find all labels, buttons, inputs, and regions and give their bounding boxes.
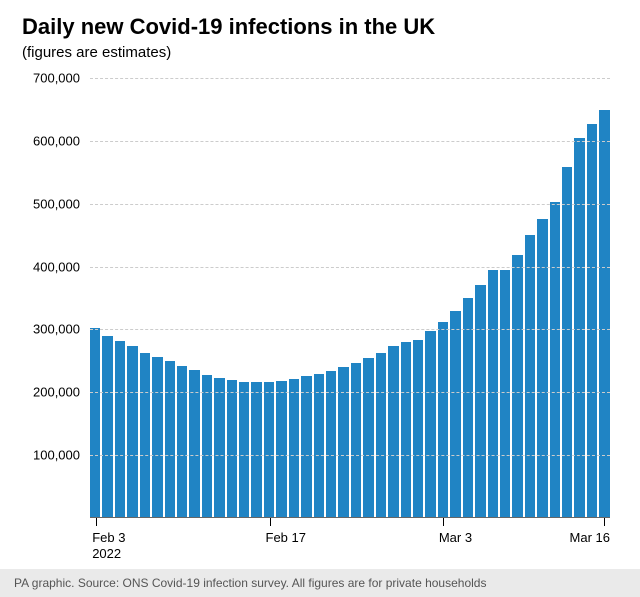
bar — [599, 110, 609, 518]
y-axis-label: 600,000 — [33, 133, 80, 148]
gridline — [90, 392, 610, 393]
x-axis-label: Mar 3 — [439, 530, 472, 546]
x-axis-label: Feb 32022 — [92, 530, 125, 563]
bar — [574, 138, 584, 518]
x-axis-tick — [443, 518, 444, 526]
bar — [562, 167, 572, 518]
y-axis-label: 100,000 — [33, 448, 80, 463]
bar — [463, 298, 473, 518]
y-axis-label: 500,000 — [33, 196, 80, 211]
bar — [425, 331, 435, 518]
gridline — [90, 78, 610, 79]
bar — [376, 353, 386, 518]
bar — [165, 361, 175, 518]
gridline — [90, 329, 610, 330]
chart-container: Daily new Covid-19 infections in the UK … — [0, 0, 640, 597]
bar — [214, 378, 224, 518]
bar-series — [90, 78, 610, 518]
bar — [450, 311, 460, 518]
bar — [500, 270, 510, 518]
y-axis-label: 400,000 — [33, 259, 80, 274]
x-axis-label: Mar 16 — [570, 530, 610, 546]
y-axis-label: 700,000 — [33, 71, 80, 86]
gridline — [90, 141, 610, 142]
plot-region: 100,000200,000300,000400,000500,000600,0… — [90, 78, 610, 518]
bar — [264, 382, 274, 518]
x-axis-label: Feb 17 — [266, 530, 306, 546]
x-axis-tick — [96, 518, 97, 526]
bar — [127, 346, 137, 518]
chart-plot-area: 100,000200,000300,000400,000500,000600,0… — [90, 78, 610, 518]
bar — [301, 376, 311, 518]
bar — [152, 357, 162, 518]
bar — [537, 219, 547, 518]
bar — [525, 235, 535, 518]
source-footer: PA graphic. Source: ONS Covid-19 infecti… — [0, 569, 640, 597]
bar — [115, 341, 125, 518]
bar — [338, 367, 348, 518]
bar — [90, 328, 100, 518]
bar — [177, 366, 187, 518]
bar — [401, 342, 411, 518]
chart-subtitle: (figures are estimates) — [22, 44, 171, 61]
bar — [202, 375, 212, 518]
bar — [102, 336, 112, 518]
gridline — [90, 455, 610, 456]
bar — [140, 353, 150, 518]
x-axis-line — [90, 517, 610, 518]
bar — [438, 322, 448, 518]
bar — [413, 340, 423, 518]
bar — [363, 358, 373, 518]
bar — [351, 363, 361, 518]
bar — [475, 285, 485, 518]
bar — [550, 202, 560, 518]
gridline — [90, 204, 610, 205]
bar — [388, 346, 398, 518]
bar — [587, 124, 597, 518]
bar — [251, 382, 261, 518]
y-axis-label: 300,000 — [33, 322, 80, 337]
x-axis-tick — [604, 518, 605, 526]
chart-title: Daily new Covid-19 infections in the UK — [22, 14, 435, 40]
bar — [314, 374, 324, 518]
y-axis-label: 200,000 — [33, 385, 80, 400]
gridline — [90, 267, 610, 268]
bar — [488, 270, 498, 518]
bar — [227, 380, 237, 518]
x-axis-tick — [270, 518, 271, 526]
bar — [276, 381, 286, 518]
bar — [512, 255, 522, 518]
bar — [239, 382, 249, 518]
bar — [289, 379, 299, 518]
